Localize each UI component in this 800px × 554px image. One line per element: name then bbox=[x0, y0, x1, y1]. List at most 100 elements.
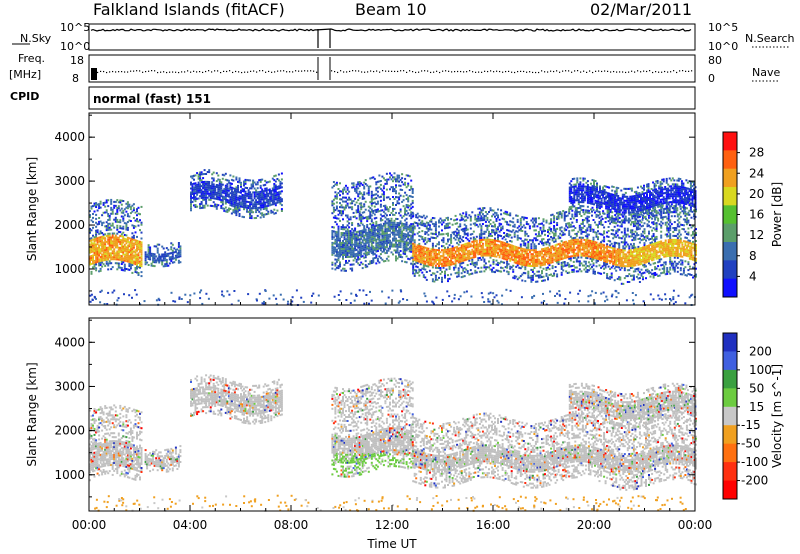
echo-cell bbox=[560, 212, 563, 215]
echo-cell bbox=[422, 254, 425, 257]
echo-cell bbox=[120, 255, 123, 258]
echo-cell bbox=[165, 253, 168, 256]
echo-cell bbox=[355, 189, 358, 192]
echo-cell bbox=[577, 238, 580, 241]
echo-cell bbox=[492, 225, 495, 228]
echo-cell bbox=[580, 248, 583, 251]
echo-cell bbox=[565, 254, 568, 257]
echo-cell bbox=[418, 252, 421, 255]
echo-cell bbox=[372, 176, 375, 179]
echo-cell bbox=[574, 236, 577, 239]
echo-cell bbox=[107, 250, 110, 253]
echo-cell bbox=[105, 256, 108, 259]
echo-cell bbox=[392, 203, 394, 206]
echo-cell bbox=[421, 238, 424, 240]
echo-cell bbox=[577, 250, 580, 253]
echo-cell bbox=[92, 216, 94, 219]
echo-cell bbox=[500, 250, 503, 253]
echo-cell bbox=[364, 216, 367, 219]
echo-cell bbox=[190, 181, 192, 184]
echo-cell bbox=[396, 225, 399, 228]
echo-cell bbox=[200, 181, 203, 184]
echo-cell bbox=[389, 176, 391, 179]
echo-cell bbox=[418, 231, 421, 233]
echo-cell bbox=[357, 256, 360, 259]
echo-cell bbox=[250, 207, 253, 210]
echo-cell bbox=[384, 246, 387, 249]
echo-cell bbox=[179, 255, 182, 258]
echo-cell bbox=[191, 196, 194, 199]
echo-cell bbox=[349, 244, 352, 246]
freq-dot bbox=[109, 71, 111, 73]
echo-cell bbox=[378, 174, 381, 177]
echo-cell bbox=[515, 256, 518, 258]
echo-cell bbox=[249, 213, 252, 215]
echo-cell bbox=[372, 249, 375, 252]
echo-cell bbox=[547, 229, 549, 231]
echo-cell bbox=[428, 226, 431, 229]
echo-cell bbox=[381, 233, 384, 235]
echo-cell bbox=[337, 265, 340, 268]
echo-cell bbox=[255, 205, 258, 208]
echo-cell bbox=[214, 189, 217, 192]
echo-cell bbox=[477, 245, 480, 248]
echo-cell bbox=[484, 266, 487, 269]
echo-cell bbox=[465, 233, 468, 235]
echo-cell bbox=[352, 233, 355, 236]
echo-cell bbox=[421, 247, 424, 250]
echo-cell bbox=[512, 270, 515, 273]
echo-cell bbox=[203, 182, 206, 185]
echo-cell bbox=[351, 182, 354, 185]
echo-cell bbox=[563, 233, 566, 236]
echo-cell bbox=[126, 226, 129, 229]
echo-cell bbox=[342, 234, 344, 237]
freq-dot bbox=[301, 70, 303, 72]
echo-cell bbox=[392, 239, 394, 242]
echo-cell bbox=[373, 231, 376, 234]
echo-cell bbox=[129, 245, 132, 248]
echo-cell bbox=[346, 202, 349, 205]
echo-cell bbox=[486, 213, 489, 215]
echo-cell bbox=[131, 238, 134, 241]
echo-cell bbox=[349, 251, 352, 254]
echo-cell bbox=[205, 188, 208, 191]
echo-cell bbox=[451, 245, 454, 248]
station-title: Falkland Islands (fitACF) bbox=[93, 0, 285, 19]
freq-dot bbox=[331, 70, 333, 72]
echo-cell bbox=[246, 206, 249, 209]
echo-cell bbox=[411, 263, 414, 266]
echo-cell bbox=[274, 202, 277, 205]
echo-cell bbox=[498, 248, 501, 251]
echo-cell bbox=[277, 185, 280, 188]
echo-cell bbox=[516, 238, 519, 241]
echo-cell bbox=[510, 240, 513, 243]
echo-cell bbox=[547, 238, 549, 241]
echo-cell bbox=[395, 237, 397, 240]
echo-cell bbox=[405, 227, 408, 230]
echo-cell bbox=[96, 249, 99, 251]
echo-cell bbox=[442, 221, 445, 224]
echo-cell bbox=[355, 231, 358, 234]
echo-cell bbox=[545, 221, 548, 224]
echo-cell bbox=[486, 224, 489, 227]
echo-cell bbox=[507, 255, 510, 258]
echo-cell bbox=[560, 267, 563, 270]
echo-cell bbox=[136, 249, 138, 252]
echo-cell bbox=[506, 211, 509, 214]
echo-cell bbox=[243, 198, 245, 201]
echo-cell bbox=[571, 249, 574, 252]
echo-cell bbox=[444, 246, 446, 249]
echo-cell bbox=[541, 238, 543, 241]
echo-cell bbox=[361, 245, 364, 248]
echo-cell bbox=[393, 239, 396, 242]
echo-cell bbox=[527, 260, 530, 263]
freq-dot bbox=[448, 70, 450, 72]
echo-cell bbox=[442, 258, 445, 261]
echo-cell bbox=[258, 197, 261, 199]
echo-cell bbox=[101, 247, 104, 250]
echo-cell bbox=[246, 208, 249, 211]
echo-cell bbox=[451, 247, 454, 250]
echo-cell bbox=[594, 272, 596, 275]
echo-cell bbox=[548, 244, 551, 247]
freq-dot bbox=[277, 70, 279, 72]
